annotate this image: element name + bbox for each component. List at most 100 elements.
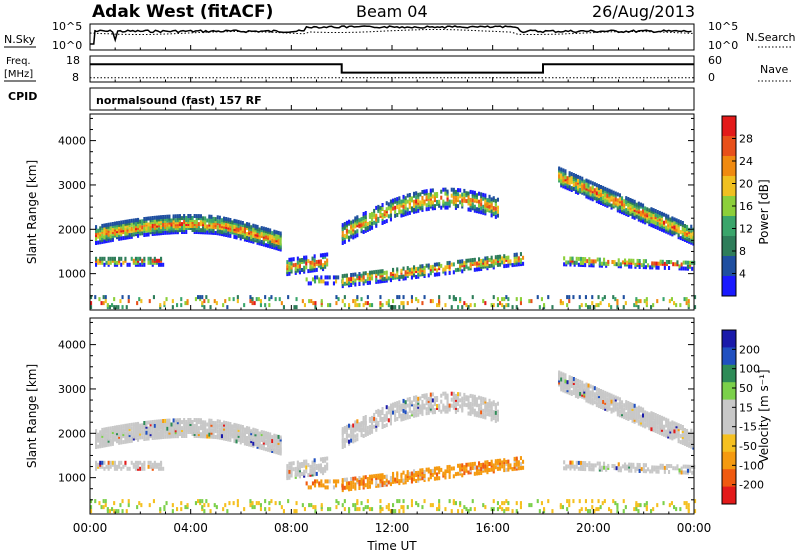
velocity-cell <box>227 436 229 440</box>
velocity-cell <box>108 461 110 465</box>
velocity-cell <box>371 475 373 479</box>
velocity-cell <box>664 470 666 474</box>
power-cell <box>268 297 270 301</box>
power-cell <box>278 235 280 239</box>
y-tick-label: 3000 <box>58 383 86 396</box>
power-cell <box>684 297 686 301</box>
power-cell <box>150 216 152 220</box>
velocity-cell <box>110 426 112 430</box>
power-cell <box>457 196 459 200</box>
velocity-cell <box>143 461 145 465</box>
power-cell <box>396 295 398 299</box>
power-cell <box>379 269 381 273</box>
velocity-cell <box>671 434 673 438</box>
power-cell <box>687 265 689 269</box>
velocity-cell <box>476 472 478 476</box>
velocity-cell <box>400 404 402 408</box>
velocity-cell <box>463 505 465 509</box>
power-cell <box>312 257 314 261</box>
velocity-cell <box>637 509 639 513</box>
power-cell <box>405 196 407 200</box>
velocity-cell <box>588 461 590 465</box>
power-cell <box>98 297 100 301</box>
power-cell <box>371 218 373 222</box>
velocity-cell <box>440 400 442 404</box>
velocity-cell <box>588 384 590 388</box>
velocity-cell <box>356 419 358 423</box>
power-cell <box>482 209 484 213</box>
power-cell <box>639 265 641 269</box>
velocity-cell <box>358 422 360 426</box>
noise-right-tick-bottom: 10^0 <box>708 39 738 52</box>
power-cell <box>470 262 472 266</box>
power-cell <box>480 259 482 263</box>
velocity-cell <box>361 427 363 431</box>
power-cell <box>478 257 480 261</box>
velocity-cell <box>244 432 246 436</box>
velocity-cell <box>237 499 239 503</box>
velocity-cell <box>390 417 392 421</box>
power-cell <box>109 305 111 309</box>
velocity-cell <box>497 418 499 422</box>
velocity-cell <box>436 472 438 476</box>
velocity-cell <box>593 463 595 467</box>
colorbar-segment <box>722 382 736 400</box>
power-cell <box>468 196 470 200</box>
power-cell <box>430 265 432 269</box>
velocity-cell <box>520 456 522 460</box>
power-cell <box>231 228 233 232</box>
velocity-cell <box>676 428 678 432</box>
power-cell <box>582 261 584 265</box>
velocity-cell <box>558 371 560 375</box>
velocity-cell <box>110 465 112 469</box>
power-cell <box>565 260 567 264</box>
power-cell <box>99 226 101 230</box>
velocity-cell <box>361 501 363 505</box>
power-cell <box>495 261 497 265</box>
velocity-cell <box>478 471 480 475</box>
velocity-cell <box>159 507 161 511</box>
power-cell <box>242 227 244 231</box>
velocity-cell <box>565 464 567 468</box>
power-cell <box>518 256 520 260</box>
power-cell <box>516 253 518 257</box>
velocity-cell <box>424 404 426 408</box>
power-cell <box>669 230 671 234</box>
power-cell <box>124 220 126 224</box>
power-cell <box>261 240 263 244</box>
power-cell <box>105 299 107 303</box>
power-cell <box>619 205 621 209</box>
velocity-cell <box>398 509 400 513</box>
velocity-cell <box>518 466 520 470</box>
power-cell <box>413 200 415 204</box>
velocity-cell <box>463 471 465 475</box>
power-cell <box>122 236 124 240</box>
power-cell <box>373 209 375 213</box>
power-cell <box>350 273 352 277</box>
velocity-cell <box>105 503 107 507</box>
velocity-cell <box>373 425 375 429</box>
power-cell <box>335 275 337 279</box>
colorbar-segment <box>722 236 736 257</box>
velocity-cell <box>133 429 135 433</box>
power-cell <box>655 209 657 213</box>
velocity-cell <box>127 467 129 471</box>
velocity-cell <box>507 501 509 505</box>
power-cell <box>120 237 122 241</box>
velocity-cell <box>326 457 328 461</box>
velocity-cell <box>350 435 352 439</box>
power-cell <box>335 301 337 305</box>
power-cell <box>143 217 145 221</box>
velocity-cell <box>382 481 384 485</box>
power-cell <box>618 258 620 262</box>
power-cell <box>312 261 314 265</box>
velocity-cell <box>252 432 254 436</box>
power-cell <box>615 198 617 202</box>
power-cell <box>202 216 204 220</box>
power-cell <box>505 295 507 299</box>
power-cell <box>436 272 438 276</box>
velocity-cell <box>152 432 154 436</box>
velocity-cell <box>344 444 346 448</box>
velocity-cell <box>405 474 407 478</box>
power-cell <box>522 262 524 266</box>
